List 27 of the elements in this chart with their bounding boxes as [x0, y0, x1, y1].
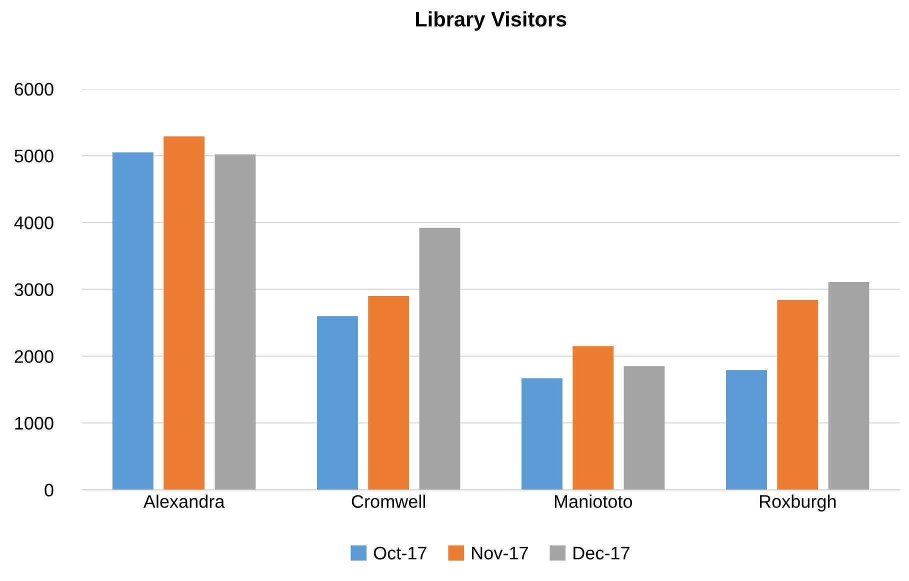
y-tick-label: 0 — [44, 484, 54, 497]
x-tick-label: Cromwell — [352, 494, 426, 508]
legend-label: Nov-17 — [472, 546, 528, 560]
bar — [522, 378, 562, 490]
bar — [112, 152, 154, 490]
x-tick-label: Alexandra — [143, 494, 225, 508]
bar — [572, 346, 614, 490]
bar — [777, 300, 818, 490]
bar — [164, 136, 205, 490]
bar — [828, 282, 870, 490]
y-tick-label: 1000 — [15, 416, 54, 430]
x-tick-label: Roxburgh — [760, 494, 836, 512]
y-tick-label: 5000 — [14, 150, 54, 162]
bar — [726, 370, 767, 490]
y-tick-label: 4000 — [14, 216, 54, 230]
bar — [317, 316, 358, 490]
x-tick-label: Maniototo — [554, 494, 632, 508]
bar — [368, 296, 410, 490]
chart-title: Library Visitors — [416, 11, 566, 31]
y-tick-label: 2000 — [14, 350, 54, 363]
bar — [419, 228, 460, 490]
y-tick-label: 3000 — [14, 283, 54, 296]
bar — [214, 154, 256, 490]
bar — [624, 366, 665, 490]
legend-label: Dec-17 — [574, 546, 630, 560]
legend-label: Oct-17 — [374, 546, 426, 560]
y-tick-label: 6000 — [14, 82, 54, 96]
